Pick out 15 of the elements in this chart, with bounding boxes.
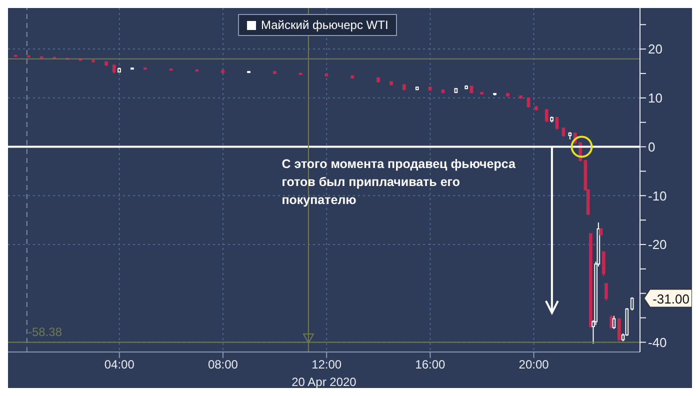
x-tick-label: 16:00 <box>415 358 446 372</box>
y-tick-label: 10 <box>648 90 662 106</box>
y-tick-label: -10 <box>648 188 667 204</box>
y-tick-label: -40 <box>648 334 667 350</box>
x-tick-label: 20:00 <box>518 358 550 372</box>
legend-label: Майский фьючерс WTI <box>261 18 388 32</box>
x-tick-label: 04:00 <box>104 358 135 372</box>
y-tick-label: 0 <box>648 139 656 154</box>
y-tick-label: -20 <box>648 237 667 252</box>
x-tick-label: 08:00 <box>208 358 238 372</box>
y-tick-label: 20 <box>648 42 662 57</box>
annotation: С этого момента продавец фьючерса готов был приплачивать его покупателю <box>282 156 516 207</box>
annotation: -58.38 <box>28 325 62 339</box>
x-tick-label: 12:00 <box>312 358 342 372</box>
text: -31.00 <box>652 291 690 306</box>
